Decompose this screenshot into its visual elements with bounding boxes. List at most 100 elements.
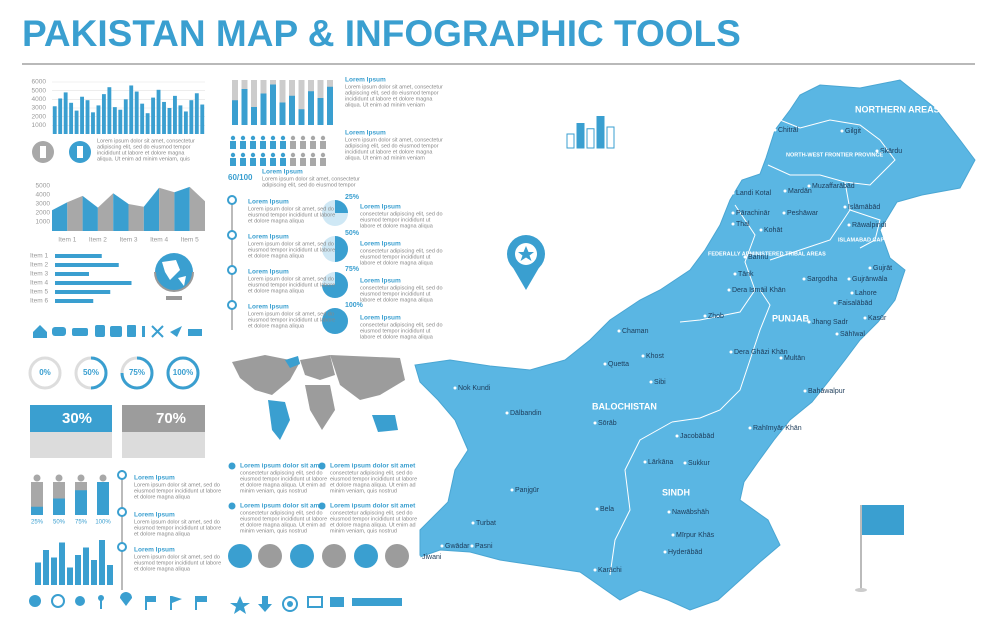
bar	[129, 85, 134, 134]
bar	[74, 110, 79, 134]
globe-row	[228, 544, 409, 568]
block-text: Lorem ipsum dolor sit amet, consectetur	[345, 137, 443, 143]
city-label: Lārkāna	[648, 459, 673, 466]
bar	[58, 98, 63, 134]
city-dot	[675, 434, 679, 438]
person-icon	[260, 158, 266, 166]
city-label: Karāchi	[598, 567, 622, 574]
city-label: Rahīmyār Khān	[753, 425, 802, 432]
block-heading: Lorem Ipsum	[360, 241, 401, 248]
bar	[123, 99, 128, 134]
city-dot	[729, 350, 733, 354]
fraction: 60/100	[228, 173, 253, 182]
bar	[83, 547, 89, 585]
block-text: et dolore magna aliqua	[134, 531, 191, 537]
person-icon	[230, 135, 236, 141]
person-icon	[270, 158, 276, 166]
province-borders	[609, 119, 896, 576]
block-text: eiusmod tempor incididunt ut labore	[134, 560, 221, 566]
stat-boxes: 30% 70%	[30, 405, 205, 458]
bar	[52, 106, 57, 134]
city-dot	[471, 521, 475, 525]
block-text: labore et dolore magna aliqua	[360, 260, 434, 266]
city-dot	[840, 129, 844, 133]
stat-box	[122, 405, 205, 432]
city-dot	[843, 205, 847, 209]
bar	[63, 92, 68, 134]
bar	[232, 100, 238, 125]
block-heading: Lorem ipsum dolor sit amet	[330, 503, 416, 510]
city-label: Gwādar	[445, 543, 470, 550]
block-text: Lorem ipsum dolor sit amet, consectetur	[97, 138, 195, 144]
city-dot	[470, 544, 474, 548]
bar	[99, 540, 105, 585]
person-icon	[280, 152, 286, 158]
block-text: eiusmod tempor incididunt ut labore	[248, 317, 335, 323]
block-heading: Lorem Ipsum	[360, 204, 401, 211]
person-icon	[310, 152, 316, 158]
city-dot	[773, 128, 777, 132]
person-icon	[230, 141, 236, 149]
stat-value: 70%	[156, 410, 186, 427]
block-heading: Lorem Ipsum	[345, 130, 386, 137]
bullet	[318, 462, 326, 470]
city-dot	[850, 291, 854, 295]
bar	[118, 109, 123, 134]
city-label: Faisalābād	[838, 300, 872, 307]
block-text: incididunt ut labore et dolore magna	[97, 150, 185, 156]
bar	[279, 102, 286, 125]
block-text: eiusmod tempor incididunt ut labore	[134, 488, 221, 494]
pie-slice	[335, 236, 348, 262]
block-text: et dolore magna aliqua	[134, 494, 191, 500]
y-tick-label: 4000	[36, 192, 51, 199]
city-dot	[603, 362, 607, 366]
block-text: eiusmod tempor incididunt ut labore	[330, 516, 417, 522]
city-dot	[868, 266, 872, 270]
city-label: Lahore	[855, 290, 877, 297]
person-head	[99, 474, 107, 482]
person-icon	[270, 141, 276, 149]
block-heading: Lorem ipsum dolor sit amet	[240, 463, 326, 470]
block-text: labore et dolore magna aliqua	[360, 223, 434, 229]
pie-slice	[335, 200, 348, 213]
city-label: Quetta	[608, 361, 629, 368]
city-label: Skārdu	[880, 148, 902, 155]
block-text: incididunt ut labore et dolore magna	[345, 96, 433, 102]
bar	[167, 108, 172, 134]
person-fill	[53, 498, 65, 515]
city-dot	[453, 386, 457, 390]
ring-arc	[166, 356, 200, 390]
bar	[327, 86, 333, 125]
person-icon	[230, 158, 236, 166]
item-label: Item 6	[30, 298, 48, 305]
city-label: Gujrānwāla	[852, 276, 888, 283]
city-dot	[847, 223, 851, 227]
stat-box	[30, 405, 112, 432]
bar	[289, 95, 295, 125]
block-text: incididunt ut labore et dolore magna	[345, 149, 433, 155]
bar	[308, 91, 314, 125]
area-segment	[189, 186, 205, 231]
area-segment	[174, 186, 190, 231]
bar	[586, 128, 595, 149]
city-dot	[593, 568, 597, 572]
person-icon	[240, 158, 246, 166]
person-icon	[280, 158, 286, 166]
bar	[91, 560, 97, 585]
bar	[96, 105, 101, 134]
person-icon	[290, 158, 296, 166]
item-label: Item 4	[30, 280, 48, 287]
area-segment	[113, 193, 129, 231]
person-icon	[310, 141, 316, 149]
person-icon	[320, 158, 326, 166]
city-label: Thal	[736, 221, 750, 228]
bar	[85, 100, 90, 134]
city-label: Sōrāb	[598, 420, 617, 427]
bar	[151, 97, 156, 134]
city-label: Bannu	[748, 254, 768, 261]
bar	[183, 111, 188, 134]
region-label: ISLAMABAD CAPITAL TERRITORY	[838, 237, 929, 243]
bar-track	[298, 80, 305, 125]
person-icon	[280, 135, 286, 141]
city-dot	[731, 191, 735, 195]
